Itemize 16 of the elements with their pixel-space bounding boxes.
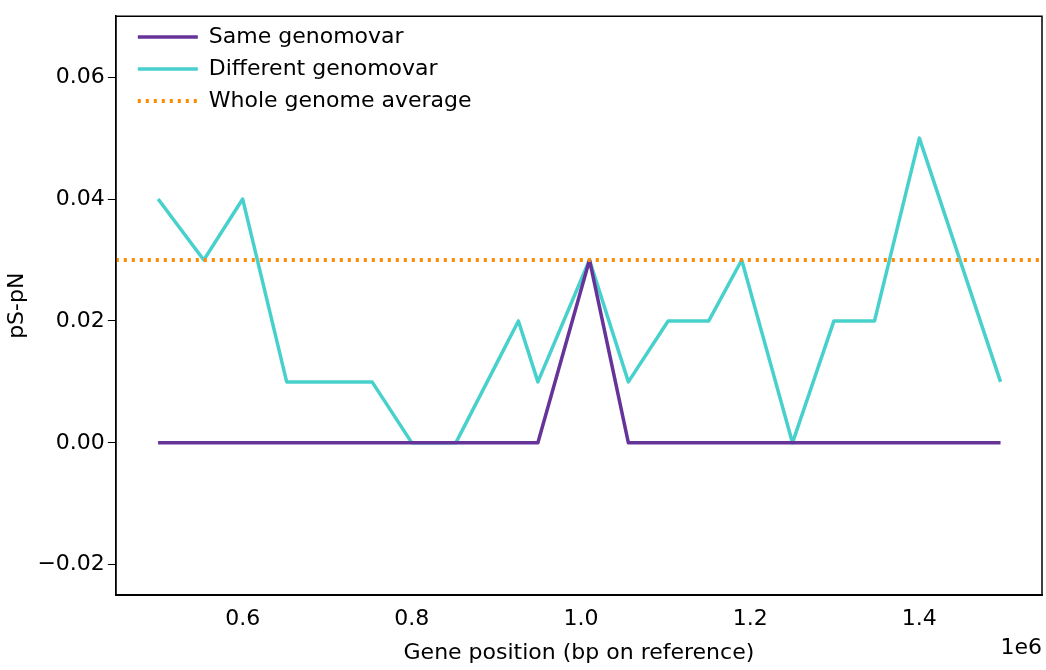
y-axis-title: pS-pN [2, 272, 28, 339]
x-tick-label: 0.8 [394, 605, 430, 631]
y-tick-label: 0.06 [55, 62, 105, 88]
legend-label: Same genomovar [208, 22, 405, 48]
x-tick-label: 1.2 [732, 605, 768, 631]
legend-label: Different genomovar [208, 54, 439, 80]
y-tick-label: −0.02 [37, 550, 105, 576]
y-tick-label: 0.00 [55, 428, 105, 454]
x-tick-label: 1.0 [563, 605, 599, 631]
x-tick-label: 0.6 [225, 605, 261, 631]
y-tick-label: 0.04 [55, 184, 105, 210]
y-tick-label: 0.02 [55, 306, 105, 332]
x-tick-label: 1.4 [901, 605, 937, 631]
legend-label: Whole genome average [208, 86, 472, 112]
x-axis-title: Gene position (bp on reference) [403, 638, 755, 664]
text: 1e6 [1000, 633, 1042, 659]
